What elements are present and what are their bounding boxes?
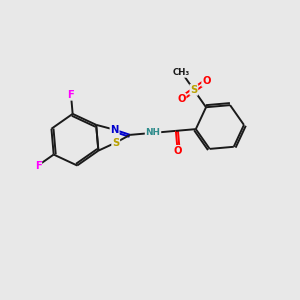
Text: F: F (68, 90, 74, 100)
Text: N: N (110, 125, 119, 135)
Text: F: F (34, 160, 41, 170)
Text: O: O (173, 146, 182, 156)
Text: O: O (177, 94, 186, 103)
Text: S: S (190, 85, 197, 95)
Text: S: S (112, 138, 119, 148)
Text: CH₃: CH₃ (173, 68, 190, 77)
Text: NH: NH (146, 128, 160, 137)
Text: O: O (202, 76, 211, 86)
